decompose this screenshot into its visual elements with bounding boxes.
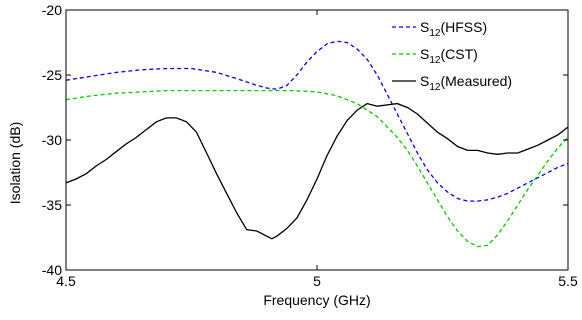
- legend-label-2: S12(CST): [420, 46, 478, 66]
- y-tick-label: -40: [42, 262, 62, 278]
- plot-frame: [65, 9, 569, 271]
- legend: S12(HFSS) S12(CST) S12(Measured): [392, 19, 512, 93]
- series-line-2: [65, 89, 569, 248]
- series-line-3: [65, 102, 569, 240]
- y-tick-label: -20: [42, 2, 62, 18]
- x-tick-label: 5.5: [558, 273, 578, 289]
- x-tick-label: 5: [313, 273, 321, 289]
- y-tick-label: -25: [42, 67, 62, 83]
- axes: 4.5 5 5.5 -20 -25 -30 -35 -40: [42, 2, 578, 289]
- series-line-1: [65, 40, 569, 202]
- plot-area: [65, 40, 569, 248]
- y-tick-label: -30: [42, 132, 62, 148]
- x-axis-label: Frequency (GHz): [263, 292, 370, 308]
- legend-label-1: S12(HFSS): [420, 19, 487, 39]
- legend-label-3: S12(Measured): [420, 73, 512, 93]
- y-axis-label: Isolation (dB): [7, 122, 23, 204]
- y-tick-label: -35: [42, 197, 62, 213]
- x-tick-label: 4.5: [56, 273, 76, 289]
